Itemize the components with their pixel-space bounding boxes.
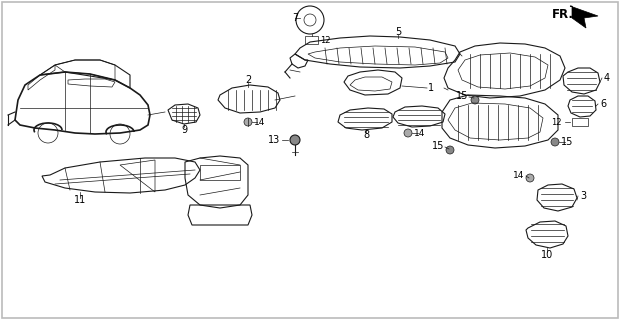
Text: 15: 15 bbox=[432, 141, 444, 151]
Text: 14: 14 bbox=[414, 129, 425, 138]
Text: 11: 11 bbox=[74, 195, 86, 205]
Circle shape bbox=[244, 118, 252, 126]
Text: 6: 6 bbox=[600, 99, 606, 109]
Circle shape bbox=[471, 96, 479, 104]
Circle shape bbox=[551, 138, 559, 146]
Text: 10: 10 bbox=[541, 250, 553, 260]
Text: 5: 5 bbox=[395, 27, 401, 37]
Text: FR.: FR. bbox=[552, 7, 574, 20]
Text: 7: 7 bbox=[292, 13, 298, 23]
Text: 14: 14 bbox=[254, 117, 265, 126]
Circle shape bbox=[404, 129, 412, 137]
Text: 1: 1 bbox=[428, 83, 434, 93]
Circle shape bbox=[446, 146, 454, 154]
Text: 8: 8 bbox=[363, 130, 369, 140]
Text: 15: 15 bbox=[561, 137, 574, 147]
Circle shape bbox=[526, 174, 534, 182]
Text: 14: 14 bbox=[513, 171, 524, 180]
Text: 12: 12 bbox=[552, 117, 562, 126]
Text: 3: 3 bbox=[580, 191, 586, 201]
Polygon shape bbox=[570, 6, 598, 28]
Text: 4: 4 bbox=[604, 73, 610, 83]
Text: 15: 15 bbox=[456, 91, 468, 101]
Text: 13: 13 bbox=[268, 135, 280, 145]
Text: 12: 12 bbox=[320, 36, 330, 44]
Text: 9: 9 bbox=[181, 125, 187, 135]
Text: 2: 2 bbox=[245, 75, 251, 85]
Circle shape bbox=[290, 135, 300, 145]
